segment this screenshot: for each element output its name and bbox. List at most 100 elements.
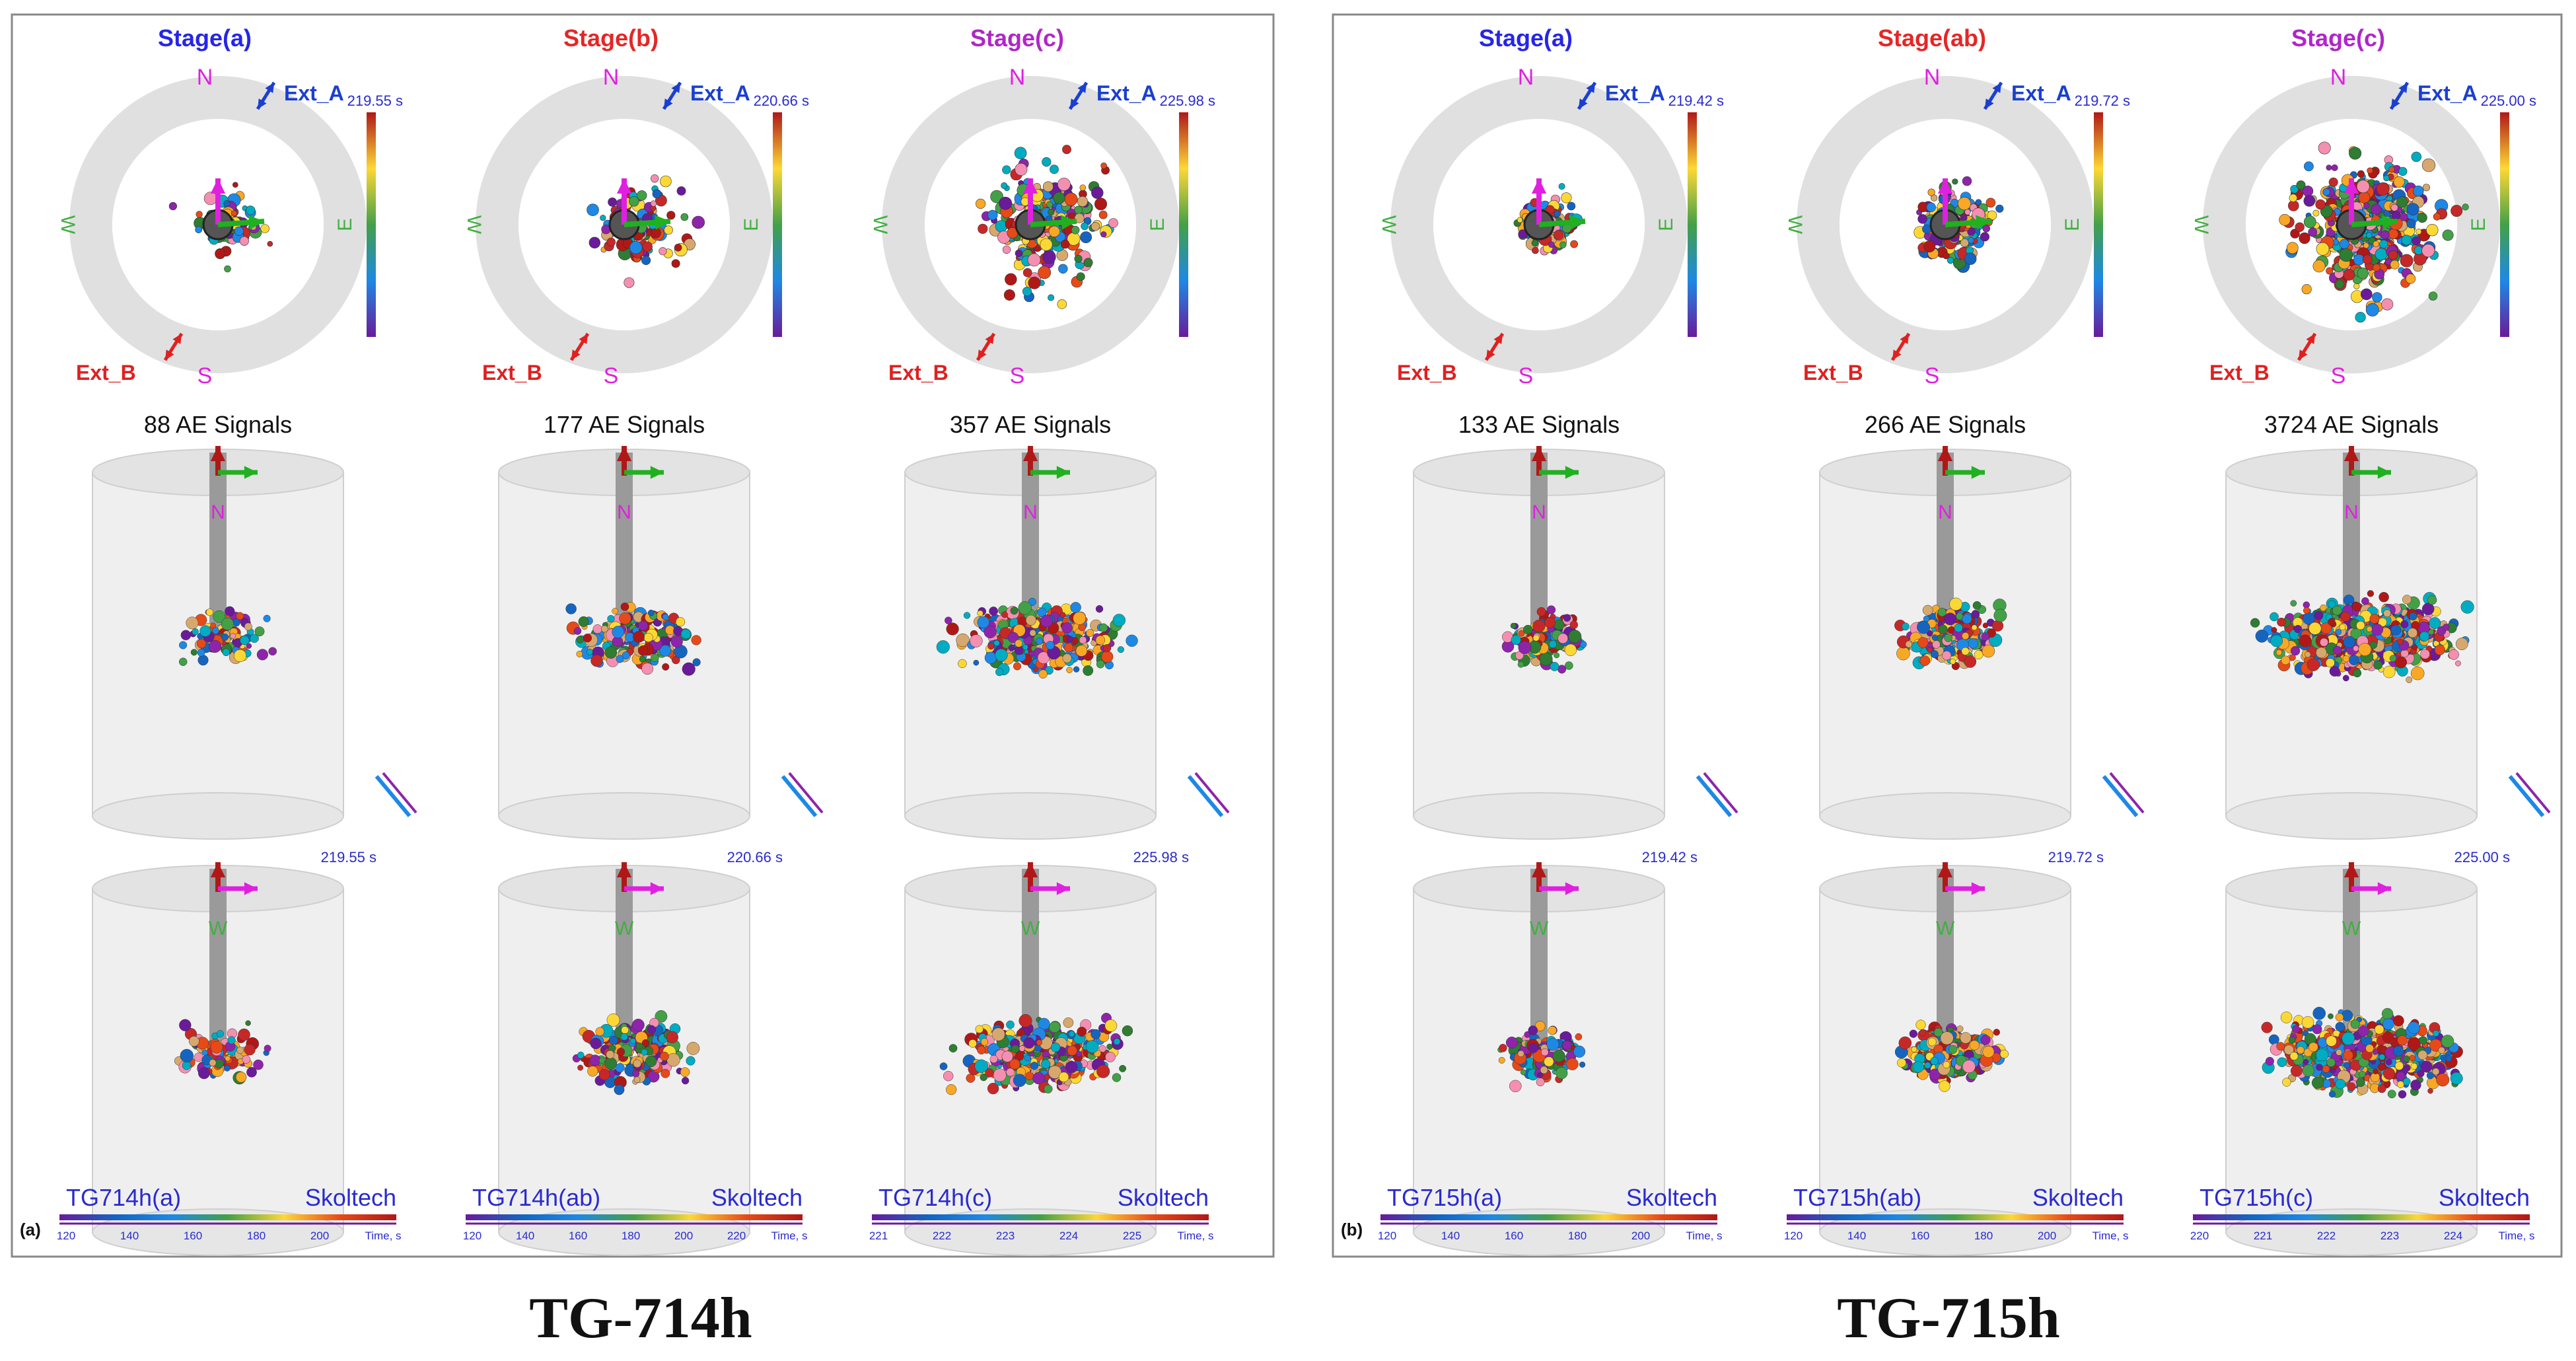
ae-event (2340, 624, 2345, 630)
ae-event (1001, 182, 1007, 188)
signals-count: 3724 AE Signals (2264, 411, 2439, 438)
rod-label: W (615, 918, 634, 939)
ae-event (660, 176, 671, 187)
ae-event (1096, 636, 1105, 645)
ae-event (225, 266, 231, 272)
specimen-tag: TG714h(c) (878, 1184, 992, 1211)
ae-event (590, 1038, 602, 1049)
time-label: 219.72 s (2075, 92, 2130, 109)
ae-event (1024, 1037, 1035, 1048)
ae-event (677, 186, 686, 195)
ae-event (1005, 274, 1017, 285)
stage-column: Stage(a)NSW EExt_AExt_B219.55 s88 AE Sign… (57, 24, 416, 1255)
ae-event (1993, 1029, 2000, 1036)
stage-title: Stage(a) (1479, 24, 1573, 52)
time-tick: 140 (1441, 1230, 1460, 1242)
ae-event (1061, 240, 1069, 248)
ae-event (1076, 645, 1087, 657)
ae-event (601, 626, 608, 632)
ae-event (246, 206, 256, 215)
ae-event (236, 1072, 246, 1082)
ae-event (664, 226, 672, 235)
ae-event (2314, 611, 2323, 620)
ae-event (2433, 213, 2441, 221)
ae-event (1980, 233, 1989, 241)
stage-title: Stage(c) (970, 24, 1064, 52)
ae-event (2394, 176, 2404, 187)
ae-event (1554, 230, 1564, 240)
ae-event (169, 202, 177, 210)
ae-event (2367, 591, 2374, 597)
ae-event (1051, 1043, 1060, 1052)
east-label: E (740, 218, 762, 231)
ae-event (2372, 293, 2382, 303)
ae-event (2304, 162, 2313, 171)
ae-event (1057, 178, 1070, 190)
north-label: N (603, 65, 620, 90)
ae-event (1519, 630, 1524, 636)
specimen-tag: TG715h(ab) (1793, 1184, 1921, 1211)
ae-event (651, 654, 659, 662)
ae-event (1950, 598, 1962, 610)
ae-event (681, 629, 691, 639)
signals-count: 357 AE Signals (950, 411, 1111, 438)
time-label-3d: 225.00 s (2454, 849, 2510, 865)
ae-event (2391, 204, 2398, 211)
ae-event (255, 627, 264, 636)
ae-event (1540, 653, 1552, 665)
ae-event (1964, 656, 1976, 668)
ae-event (179, 658, 187, 666)
ae-event (1509, 1080, 1521, 1092)
ae-event (1519, 642, 1531, 654)
ae-event (2271, 635, 2283, 647)
ae-event (1019, 601, 1032, 614)
ae-event (629, 196, 639, 206)
ae-event (1917, 638, 1928, 648)
ae-event (2408, 628, 2417, 638)
ae-event (1071, 602, 1081, 612)
ext-a-label: Ext_A (284, 81, 344, 105)
ae-event (2407, 219, 2415, 228)
ae-event (1943, 1062, 1950, 1068)
south-label: S (604, 363, 619, 388)
time-tick: 120 (463, 1230, 482, 1242)
signals-count: 177 AE Signals (544, 411, 705, 438)
ae-event (2449, 649, 2458, 659)
ae-event (1114, 1039, 1120, 1045)
ae-event (622, 1027, 629, 1034)
stage-column: Stage(c)NSW EExt_AExt_B225.98 s357 AE Sig… (869, 24, 1229, 1255)
ae-event (1006, 1068, 1014, 1076)
ae-event (2373, 264, 2380, 271)
ae-event (2343, 675, 2349, 681)
ae-event (2352, 602, 2361, 611)
time-tick: 120 (1784, 1230, 1803, 1242)
ae-event (1938, 608, 1947, 616)
north-label: N (1518, 65, 1534, 90)
ae-event (1015, 250, 1022, 257)
ae-event (2353, 669, 2361, 677)
ae-event (221, 618, 234, 630)
ae-event (651, 174, 659, 182)
ae-event (2357, 180, 2369, 193)
rod-label: W (209, 918, 228, 939)
ae-event (605, 1058, 617, 1070)
ae-event (1570, 621, 1578, 629)
ae-event (2291, 646, 2300, 655)
ae-event (958, 659, 966, 668)
time-tick: 223 (996, 1230, 1015, 1242)
ae-event (1091, 1029, 1101, 1039)
ae-event (969, 1039, 977, 1047)
ae-event (2422, 244, 2435, 257)
ext-b-label: Ext_B (2209, 361, 2270, 385)
ae-event (1906, 641, 1912, 647)
ae-event (976, 199, 985, 209)
ae-event (1003, 246, 1011, 254)
panel-b: (b)Stage(a)NSW EExt_AExt_B219.42 s133 AE … (1341, 24, 2550, 1255)
ae-event (1964, 253, 1976, 265)
ae-event (2373, 661, 2382, 669)
ae-event (2382, 299, 2393, 310)
time-tick: 160 (569, 1230, 587, 1242)
stage-column: Stage(ab)NSW EExt_AExt_B219.72 s266 AE Si… (1784, 24, 2143, 1255)
ae-event (1983, 1046, 1994, 1057)
ae-event (680, 1068, 690, 1077)
